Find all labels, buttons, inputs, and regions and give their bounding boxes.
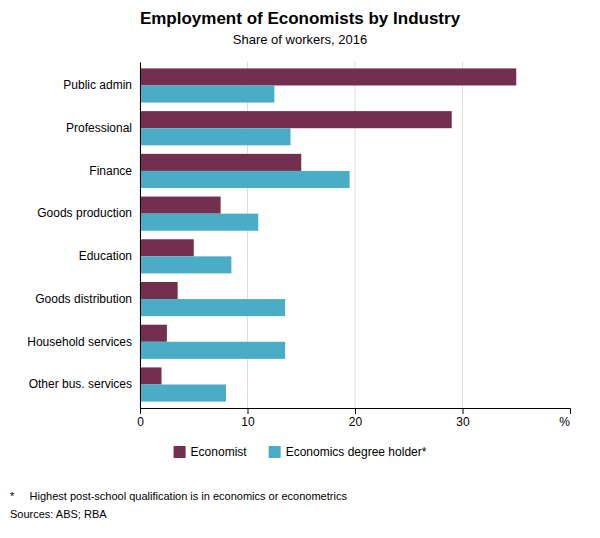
- y-tick-label: Goods distribution: [35, 292, 132, 306]
- bar: [140, 299, 285, 316]
- y-tick: Goods production: [37, 206, 140, 220]
- x-tick-mark: [248, 408, 249, 414]
- bar: [140, 367, 162, 384]
- title: Employment of Economists by Industry: [140, 9, 461, 28]
- plot-area: 0 10 20 30% Public admin Professional Finance G…: [27, 62, 570, 429]
- legend: Economist Economics degree holder*: [174, 445, 427, 459]
- subtitle: Share of workers, 2016: [233, 32, 367, 47]
- legend-item: Economist: [174, 445, 248, 459]
- bar: [140, 197, 221, 214]
- chart-svg: Employment of Economists by Industry Shar…: [0, 0, 600, 538]
- x-tick-label: 10: [241, 415, 255, 429]
- bar: [140, 385, 226, 402]
- y-tick: Professional: [66, 121, 140, 135]
- bar: [140, 325, 167, 342]
- y-tick: Other bus. services: [29, 377, 140, 391]
- x-tick-label: 30: [456, 415, 470, 429]
- bar: [140, 154, 301, 171]
- bar-series: [140, 85, 350, 401]
- bar: [140, 111, 452, 128]
- y-tick: Goods distribution: [35, 292, 140, 306]
- y-tick-label: Finance: [89, 164, 132, 178]
- bar: [140, 128, 291, 145]
- legend-label: Economist: [191, 445, 248, 459]
- y-axis-line: [140, 63, 141, 409]
- x-axis-label: %: [559, 415, 570, 429]
- x-tick-label: 0: [137, 415, 144, 429]
- footnote: * Highest post-school qualification is i…: [10, 490, 347, 502]
- y-tick: Public admin: [63, 78, 140, 92]
- x-tick-mark: [355, 408, 356, 414]
- grid: [140, 62, 463, 408]
- grid-line: [140, 62, 141, 408]
- x-axis: 0 10 20 30: [137, 408, 570, 429]
- bars: [140, 68, 516, 401]
- bar: [140, 342, 285, 359]
- legend-item: Economics degree holder*: [269, 445, 427, 459]
- bar: [140, 85, 274, 102]
- y-tick: Household services: [27, 335, 140, 349]
- x-tick: 0: [137, 408, 144, 429]
- legend-label: Economics degree holder*: [286, 445, 427, 459]
- y-tick-label: Household services: [27, 335, 132, 349]
- bar: [140, 68, 516, 85]
- x-tick-mark: [463, 408, 464, 414]
- x-axis-line: [141, 409, 571, 415]
- y-tick: Education: [79, 249, 140, 263]
- bar-series: [140, 68, 516, 384]
- x-tick-label: 20: [349, 415, 363, 429]
- y-tick-label: Education: [79, 249, 132, 263]
- chart-container: Employment of Economists by Industry Shar…: [0, 0, 600, 538]
- x-tick: 20: [349, 408, 363, 429]
- bar: [140, 282, 178, 299]
- x-tick-mark: [140, 408, 141, 414]
- legend-swatch: [269, 446, 281, 458]
- y-tick-label: Professional: [66, 121, 132, 135]
- bar: [140, 256, 231, 273]
- y-tick-label: Public admin: [63, 78, 132, 92]
- x-tick: 30: [456, 408, 470, 429]
- legend-swatch: [174, 446, 186, 458]
- bar: [140, 214, 258, 231]
- y-tick: Finance: [89, 164, 140, 178]
- x-tick: 10: [241, 408, 255, 429]
- footnote: Sources: ABS; RBA: [10, 508, 107, 520]
- grid-line: [462, 62, 463, 408]
- y-axis: Public admin Professional Finance Goods pro…: [27, 63, 140, 409]
- y-tick-label: Other bus. services: [29, 377, 132, 391]
- y-tick-label: Goods production: [37, 206, 132, 220]
- bar: [140, 239, 194, 256]
- bar: [140, 171, 350, 188]
